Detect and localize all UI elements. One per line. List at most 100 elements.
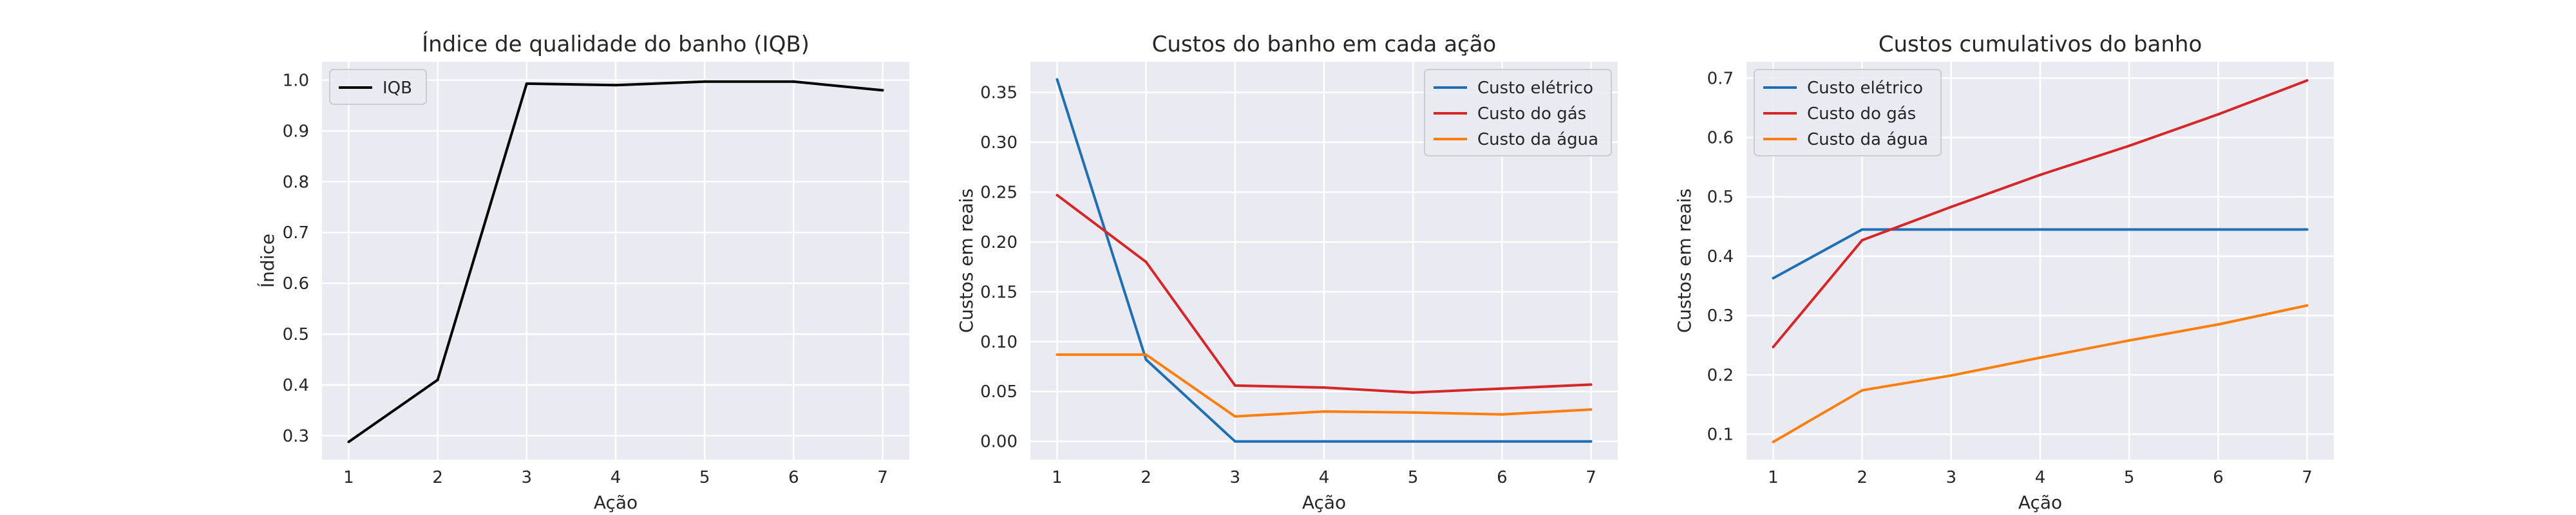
x-tick-label: 4 [611,468,621,487]
x-tick-label: 2 [1141,468,1151,487]
data-point [1949,205,1953,209]
x-tick-label: 5 [1408,468,1419,487]
x-tick-label: 6 [2213,468,2224,487]
data-point [2217,113,2220,116]
legend-label: Custo do gás [1807,104,1916,124]
y-tick-label: 0.2 [1707,366,1734,385]
x-tick-label: 3 [522,468,533,487]
legend-label: Custo da água [1477,130,1598,149]
tick-labels: 1 2 3 4 5 6 7 0.3 0.4 0.5 0.6 0.7 0.8 0.9 1.0 [283,71,888,487]
chart-title: Índice de qualidade do banho (IQB) [422,31,810,57]
data-point [2306,79,2309,82]
data-point [347,440,350,444]
chart-panel-3: 1 2 3 4 5 6 7 0.1 0.2 0.3 0.4 0.5 0.6 0.7 Custos cumu… [1674,32,2334,513]
legend-label: IQB [383,79,412,98]
x-tick-label: 3 [1230,468,1241,487]
y-tick-label: 0.3 [1707,306,1734,326]
chart-panel-2: 1 2 3 4 5 6 70.000.050.100.150.200.250.300.35 … [956,32,1618,513]
x-tick-label: 5 [2124,468,2135,487]
data-point [2217,323,2220,326]
data-point [2128,144,2131,147]
data-point [1233,384,1236,387]
data-point [1501,440,1504,443]
data-point [1323,440,1325,443]
y-tick-label: 0.8 [283,173,309,192]
x-tick-label: 2 [432,468,443,487]
data-point [881,89,884,92]
data-point [436,379,439,382]
data-point [703,80,706,83]
y-tick-label: 1.0 [283,71,309,90]
data-point [1949,374,1953,377]
x-axis-label: Ação [2018,492,2062,513]
data-point [2039,356,2041,359]
data-point [1501,413,1504,416]
data-point [1412,391,1415,394]
data-point [2306,228,2309,231]
data-point [2128,339,2131,342]
legend-label: Custo elétrico [1807,79,1923,98]
x-axis-label: Ação [1302,492,1346,513]
data-point [1056,353,1059,356]
x-tick-label: 4 [2035,468,2046,487]
legend-label: Custo elétrico [1477,79,1593,98]
data-point [1144,358,1148,361]
x-tick-label: 1 [1052,468,1063,487]
data-point [1412,411,1415,414]
legend: Custo elétrico Custo do gás Custo da água [1424,69,1612,156]
data-point [1589,383,1593,386]
y-tick-label: 0.4 [1707,247,1734,267]
y-tick-label: 0.15 [980,283,1018,302]
y-tick-label: 0.6 [283,274,309,294]
gridlines [322,62,909,460]
series-group [1772,79,2309,444]
y-axis-label: Custos em reais [956,189,977,333]
data-point [1144,260,1148,263]
chart-title: Custos do banho em cada ação [1152,32,1497,57]
x-tick-label: 7 [2302,468,2313,487]
data-point [1589,440,1593,443]
data-point [1323,386,1325,389]
y-tick-label: 0.10 [980,333,1018,352]
data-point [1949,228,1953,231]
data-point [1589,408,1593,411]
x-tick-label: 2 [1857,468,1868,487]
chart-panel-1: 1 2 3 4 5 6 7 0.3 0.4 0.5 0.6 0.7 0.8 0.9 1.0 Índice d… [256,31,909,513]
x-tick-label: 7 [1586,468,1596,487]
x-tick-label: 1 [343,468,354,487]
data-point [614,84,617,87]
data-point [2039,173,2041,176]
y-tick-label: 0.9 [283,122,309,141]
data-point [1144,353,1148,356]
data-point [1501,387,1504,390]
legend-box [1424,69,1612,156]
data-point [1861,389,1864,392]
y-tick-label: 0.00 [980,433,1018,452]
x-tick-label: 7 [877,468,888,487]
legend: Custo elétrico Custo do gás Custo da água [1754,69,1942,156]
y-tick-label: 0.1 [1707,426,1734,445]
y-tick-label: 0.4 [283,376,309,395]
y-tick-label: 0.35 [980,84,1018,103]
x-tick-label: 3 [1946,468,1957,487]
legend-label: Custo da água [1807,130,1928,149]
y-tick-label: 0.3 [283,427,309,446]
data-point [1233,415,1236,418]
data-point [792,80,795,83]
data-point [1412,440,1415,443]
data-point [2217,228,2220,231]
data-point [2128,228,2131,231]
y-axis-label: Índice [256,234,278,288]
data-point [1772,346,1775,349]
y-tick-label: 0.25 [980,183,1018,202]
data-point [525,82,528,85]
series-group [347,80,884,444]
x-tick-label: 4 [1319,468,1330,487]
y-tick-label: 0.5 [1707,188,1734,207]
data-point [1861,239,1864,242]
x-axis-label: Ação [594,492,638,513]
tick-labels: 1 2 3 4 5 6 7 0.1 0.2 0.3 0.4 0.5 0.6 0.7 [1707,69,2313,487]
data-point [1861,228,1864,231]
data-point [2039,228,2041,231]
